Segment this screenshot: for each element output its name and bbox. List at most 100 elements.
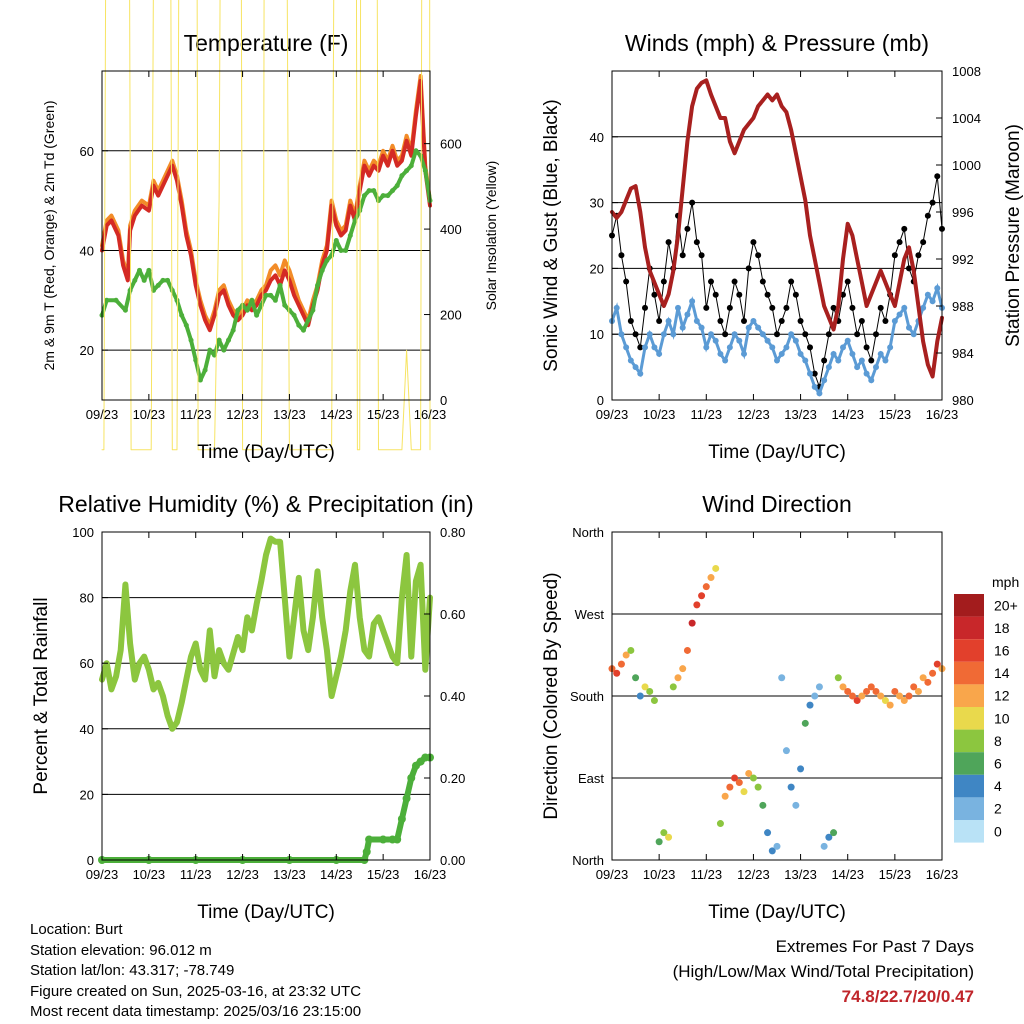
temperature-dewpoint-point <box>310 307 316 313</box>
legend-label: 0 <box>994 823 1002 839</box>
winds-series-0 <box>609 173 945 390</box>
wind_direction-point <box>853 697 861 705</box>
wind_direction-point <box>900 697 908 705</box>
winds-frame <box>611 70 943 401</box>
wind_direction-point <box>825 833 833 841</box>
humidity-xtick-label: 16/23 <box>414 867 447 882</box>
winds-y2tick-label: 996 <box>952 205 974 220</box>
winds-xtick-label: 12/23 <box>737 407 770 422</box>
wind_direction-point <box>848 692 856 700</box>
legend-swatch <box>954 729 984 753</box>
temperature-dewpoint-point <box>333 237 339 243</box>
temperature-xtick-label: 14/23 <box>320 407 353 422</box>
wind_direction-ytick-label: North <box>572 525 604 540</box>
temperature-dewpoint-point <box>104 297 110 303</box>
wind_direction-xtick-label: 10/23 <box>643 867 676 882</box>
wind_direction-point <box>844 687 852 695</box>
winds-title: Winds (mph) & Pressure (mb) <box>625 30 929 56</box>
temperature-dewpoint-point <box>366 188 372 194</box>
temperature-dewpoint-point <box>136 267 142 273</box>
wind_direction-point <box>778 674 786 682</box>
wind_direction-xtick-label: 11/23 <box>690 867 722 882</box>
wind_direction-point <box>863 687 871 695</box>
temperature-xtick-label: 09/23 <box>86 407 119 422</box>
temperature-dewpoint-point <box>277 282 283 288</box>
wind_direction-xtick-label: 09/23 <box>596 867 629 882</box>
temperature-dewpoint-point <box>300 327 306 333</box>
wind_direction-point <box>910 683 918 691</box>
temperature-series-1 <box>100 79 432 333</box>
legend-swatch <box>954 616 984 640</box>
legend-swatch <box>954 820 984 843</box>
temperature-dewpoint-point <box>291 312 297 318</box>
wind_direction-point <box>716 820 724 828</box>
humidity-xtick-label: 10/23 <box>133 867 166 882</box>
temperature-dewpoint-point <box>268 292 274 298</box>
legend-swatch <box>954 684 984 707</box>
temperature-ylabel: 2m & 9m T (Red, Orange) & 2m Td (Green) <box>41 101 57 371</box>
winds-xtick-label: 15/23 <box>879 407 912 422</box>
winds-line <box>610 78 944 379</box>
temperature-series-0 <box>100 74 432 328</box>
winds-ytick-label: 10 <box>590 327 604 342</box>
wind_direction-point <box>646 687 654 695</box>
winds-series-1 <box>609 282 945 397</box>
wind_direction-point <box>924 678 932 686</box>
humidity-ylabel: Percent & Total Rainfall <box>31 597 52 794</box>
humidity-xtick-label: 13/23 <box>273 867 306 882</box>
wind_direction-point <box>665 833 673 841</box>
humidity-y2tick-label: 0.00 <box>440 853 465 868</box>
wind_direction-title: Wind Direction <box>702 491 852 517</box>
wind_direction-point <box>811 692 819 700</box>
humidity-ytick-label: 20 <box>80 787 94 802</box>
humidity-line <box>99 754 433 863</box>
wind_direction-point <box>754 783 762 791</box>
extremes-box: Extremes For Past 7 Days (High/Low/Max W… <box>673 934 974 1009</box>
legend-swatch <box>954 707 984 730</box>
legend-title: mph <box>992 574 1019 590</box>
precip-point <box>362 847 371 856</box>
temperature-xtick-label: 13/23 <box>273 407 306 422</box>
humidity-frame <box>101 531 431 861</box>
temperature-dewpoint-point <box>193 357 199 363</box>
temperature-dewpoint-point <box>207 347 213 353</box>
winds-y2tick-label: 988 <box>952 299 974 314</box>
wind_direction-point <box>726 783 734 791</box>
legend-label: 2 <box>994 801 1002 817</box>
humidity-line <box>99 535 433 732</box>
winds-xlabel: Time (Day/UTC) <box>708 442 846 463</box>
wind_direction-point <box>929 669 937 677</box>
temperature-dewpoint-point <box>235 307 241 313</box>
temperature-dewpoint-point <box>146 267 152 273</box>
temperature-line <box>100 79 432 333</box>
temperature-dewpoint-point <box>272 297 278 303</box>
temperature-dewpoint-point <box>390 188 396 194</box>
wind_direction-point <box>693 601 701 609</box>
wind_direction-point <box>636 692 644 700</box>
legend-label: 18 <box>994 620 1010 636</box>
wind_direction-point <box>905 692 913 700</box>
wind_direction-point <box>881 697 889 705</box>
temperature-xtick-label: 11/23 <box>180 407 212 422</box>
wind_direction-point <box>787 783 795 791</box>
temperature-dewpoint-point <box>155 282 161 288</box>
temperature-dewpoint-point <box>375 198 381 204</box>
temperature-dewpoint-point <box>141 277 147 283</box>
wind_direction-point <box>839 683 847 691</box>
wind_direction-point <box>745 769 753 777</box>
extremes-values: 74.8/22.7/20/0.47 <box>841 987 974 1006</box>
wind_direction-xtick-label: 15/23 <box>879 867 912 882</box>
winds-y2tick-label: 1008 <box>952 64 981 79</box>
wind_direction-point <box>683 646 691 654</box>
temperature-series-2 <box>99 148 433 383</box>
wind_direction-point <box>759 801 767 809</box>
wind_direction-point <box>712 564 720 572</box>
temperature-dewpoint-point <box>230 327 236 333</box>
winds-xtick-label: 11/23 <box>690 407 722 422</box>
wind_direction-ytick-label: North <box>572 853 604 868</box>
extremes-title: Extremes For Past 7 Days <box>775 937 974 956</box>
humidity-xtick-label: 11/23 <box>180 867 212 882</box>
wind_direction-point <box>820 842 828 850</box>
wind_direction-point <box>735 779 743 787</box>
humidity-xlabel: Time (Day/UTC) <box>197 902 335 923</box>
